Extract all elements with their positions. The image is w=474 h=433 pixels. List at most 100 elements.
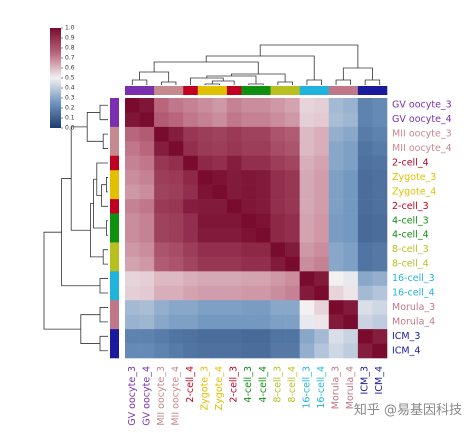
column-color-bar — [197, 86, 213, 95]
heatmap-cell — [125, 228, 140, 243]
column-label: MII oocyte_3 — [156, 366, 167, 426]
heatmap-cell — [314, 184, 330, 200]
heatmap-cell — [212, 271, 228, 287]
column-color-bar — [328, 86, 344, 95]
row-dendrogram — [90, 203, 104, 258]
heatmap-cell — [299, 184, 315, 200]
heatmap-cell — [270, 170, 286, 185]
column-color-bar — [183, 86, 199, 95]
heatmap-cell — [139, 300, 155, 315]
heatmap-cell — [285, 285, 300, 301]
heatmap-cell — [226, 98, 242, 113]
heatmap-cell — [212, 329, 228, 344]
heatmap-cell — [197, 256, 213, 272]
heatmap-cell — [299, 242, 315, 258]
heatmap-cell — [299, 300, 315, 315]
heatmap-cell — [270, 343, 286, 359]
heatmap-cell — [328, 256, 344, 272]
heatmap-cell — [357, 228, 373, 243]
column-label: 2-cell_3 — [229, 366, 240, 403]
column-dendrogram — [306, 79, 322, 85]
row-color-bar — [110, 256, 119, 272]
colorbar-tick-label: 0.6 — [65, 65, 75, 72]
heatmap-cell — [372, 184, 388, 200]
heatmap-cell — [343, 141, 359, 157]
row-color-bar — [110, 228, 119, 243]
heatmap-cell — [197, 184, 213, 200]
heatmap-cell — [197, 170, 213, 185]
heatmap-cell — [328, 285, 344, 301]
heatmap-cell — [183, 271, 199, 287]
row-label: 4-cell_4 — [392, 230, 429, 241]
heatmap-cell — [372, 141, 388, 157]
heatmap-cell — [168, 271, 184, 287]
heatmap-cell — [299, 98, 315, 113]
heatmap-cell — [154, 300, 169, 315]
heatmap-cell — [139, 242, 155, 258]
colorbar-tick-label: 0.7 — [65, 55, 75, 62]
heatmap-cell — [183, 112, 199, 128]
heatmap-cell — [357, 329, 373, 344]
heatmap-cell — [270, 271, 286, 287]
heatmap-cell — [314, 314, 330, 330]
heatmap-cell — [299, 271, 315, 287]
heatmap-cell — [285, 199, 300, 214]
row-color-bar — [110, 199, 119, 214]
heatmap-cell — [241, 329, 257, 344]
heatmap-cell — [270, 300, 286, 315]
heatmap-cell — [125, 170, 140, 185]
heatmap-cell — [328, 314, 344, 330]
row-label: Zygote_3 — [392, 172, 436, 183]
column-color-bar — [299, 86, 315, 95]
dendrogram — [43, 44, 381, 352]
row-label: 16-cell_4 — [392, 288, 435, 299]
heatmap-cell — [168, 170, 184, 185]
column-label: 4-cell_3 — [243, 366, 254, 403]
heatmap-cell — [226, 242, 242, 258]
heatmap-cell — [168, 155, 184, 171]
row-color-bar — [110, 343, 119, 359]
heatmap-cell — [314, 112, 330, 128]
heatmap-cell — [314, 271, 330, 287]
column-label: 8-cell_4 — [287, 366, 298, 403]
heatmap-cell — [168, 213, 184, 229]
heatmap-cell — [270, 314, 286, 330]
row-color-bar — [110, 314, 119, 330]
heatmap-cell — [299, 314, 315, 330]
row-label: GV oocyte_3 — [392, 100, 452, 111]
heatmap-cell — [343, 256, 359, 272]
heatmap-cell — [168, 285, 184, 301]
heatmap-cell — [226, 343, 242, 359]
heatmap-cell — [212, 343, 228, 359]
row-dendrogram — [102, 133, 108, 149]
row-color-bar — [110, 300, 119, 315]
column-dendrogram — [342, 67, 373, 80]
heatmap-cell — [328, 126, 344, 142]
heatmap-cell — [343, 329, 359, 344]
heatmap-cell — [328, 184, 344, 200]
heatmap-cell — [314, 98, 330, 113]
column-color-bar — [226, 86, 242, 95]
heatmap-cell — [139, 141, 155, 157]
heatmap-cell — [314, 213, 330, 229]
column-dendrogram — [131, 79, 148, 85]
heatmap-cell — [183, 300, 199, 315]
row-label: 4-cell_3 — [392, 215, 429, 226]
heatmap-cell — [154, 213, 169, 229]
heatmap-cell — [212, 98, 228, 113]
heatmap-cell — [256, 242, 271, 258]
heatmap-cell — [241, 285, 257, 301]
row-label: GV oocyte_4 — [392, 114, 452, 125]
heatmap-cell — [212, 228, 228, 243]
heatmap-cell — [328, 329, 344, 344]
column-dendrogram — [277, 81, 293, 85]
row-dendrogram — [106, 220, 108, 236]
heatmap-cell — [183, 170, 199, 185]
heatmap-cell — [139, 112, 155, 128]
heatmap-cell — [241, 314, 257, 330]
heatmap-cell — [197, 285, 213, 301]
heatmap-cell — [226, 126, 242, 142]
column-color-bar — [343, 86, 359, 95]
colorbar-tick-label: 0.0 — [65, 125, 75, 132]
